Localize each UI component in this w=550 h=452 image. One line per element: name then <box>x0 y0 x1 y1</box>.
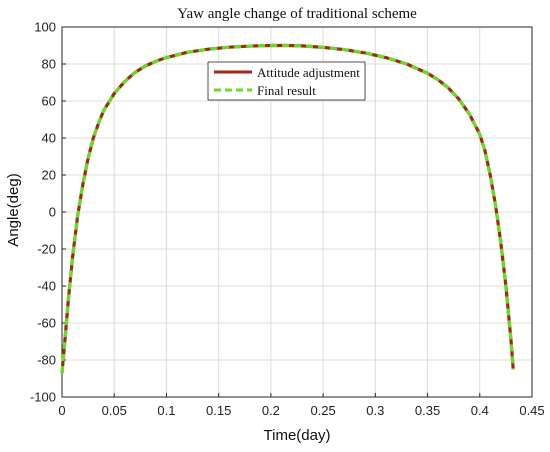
x-axis-label: Time(day) <box>264 427 331 444</box>
legend-label-final-result: Final result <box>257 83 316 98</box>
x-tick-label: 0.45 <box>519 403 544 418</box>
y-tick-label: -100 <box>30 390 56 405</box>
y-tick-label: 60 <box>42 94 56 109</box>
y-tick-label: -60 <box>37 316 56 331</box>
x-tick-label: 0.1 <box>157 403 175 418</box>
axis-ticks: 0 0.05 0.1 0.15 0.2 0.25 0.3 0.35 0.4 0.45 -100 -80… <box>30 20 545 419</box>
x-tick-label: 0.25 <box>310 403 335 418</box>
legend-label-attitude-adjustment: Attitude adjustment <box>257 65 360 80</box>
x-tick-label: 0.35 <box>415 403 440 418</box>
y-tick-label: -20 <box>37 242 56 257</box>
y-tick-label: -40 <box>37 279 56 294</box>
series-lines <box>60 43 515 374</box>
y-tick-label: 100 <box>34 20 56 35</box>
series-line-final-result <box>60 43 515 374</box>
y-tick-label: 40 <box>42 131 56 146</box>
x-tick-label: 0.2 <box>262 403 280 418</box>
y-tick-label: 20 <box>42 168 56 183</box>
y-tick-label: -80 <box>37 353 56 368</box>
legend: Attitude adjustment Final result <box>207 61 366 101</box>
legend-box <box>207 61 366 101</box>
x-tick-label: 0.4 <box>471 403 489 418</box>
x-tick-label: 0 <box>58 403 65 418</box>
x-tick-label: 0.3 <box>366 403 384 418</box>
y-tick-label: 80 <box>42 57 56 72</box>
chart-title: Yaw angle change of traditional scheme <box>177 6 417 22</box>
y-axis-label: Angle(deg) <box>5 173 22 246</box>
y-tick-label: 0 <box>49 205 56 220</box>
x-tick-label: 0.15 <box>206 403 231 418</box>
x-tick-label: 0.05 <box>102 403 127 418</box>
